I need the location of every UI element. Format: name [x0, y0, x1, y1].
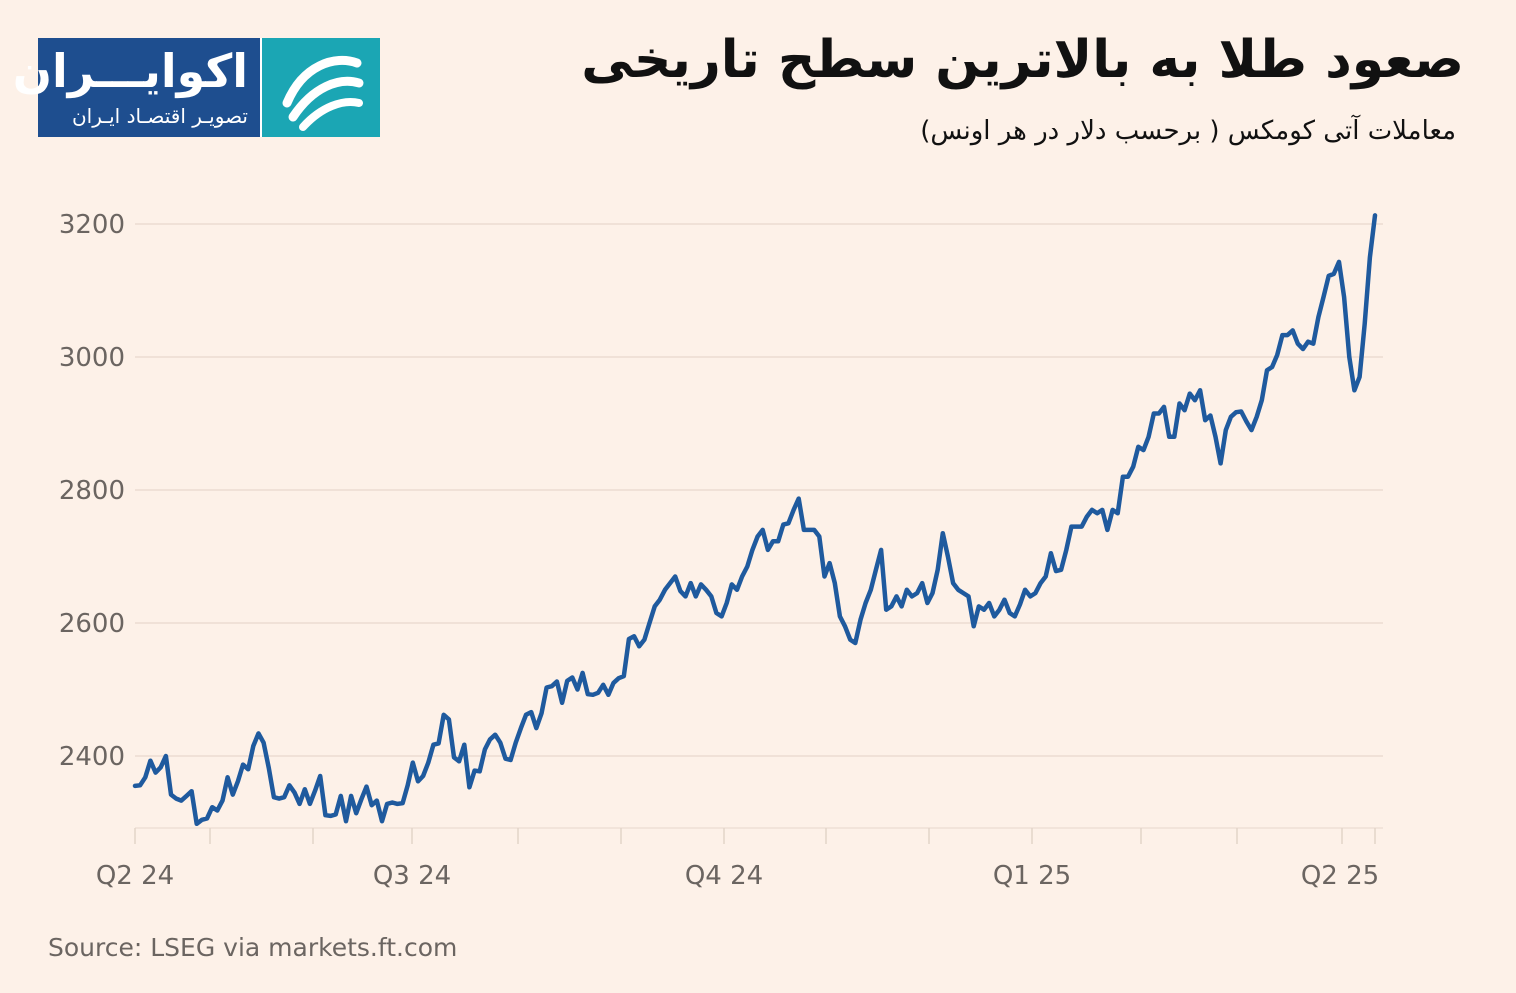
x-tick-label: Q3 24 — [373, 861, 451, 891]
source-note: Source: LSEG via markets.ft.com — [48, 933, 458, 962]
swoosh-icon — [262, 38, 380, 137]
logo-tagline: تصویـر اقتصـاد ایـران — [71, 104, 248, 128]
y-axis-ticks: 2400 2600 2800 3000 3200 — [59, 210, 125, 772]
y-tick-label: 3000 — [59, 343, 125, 373]
x-tick-label: Q2 24 — [96, 861, 174, 891]
logo-divider — [260, 38, 262, 137]
series-line — [132, 213, 1378, 827]
y-tick-label: 2400 — [59, 742, 125, 772]
y-tick-label: 2600 — [59, 609, 125, 639]
x-axis-ticks: Q2 24 Q3 24 Q4 24 Q1 25 Q2 25 — [96, 861, 1379, 891]
logo-wordmark: اکوایـــران تصویـر اقتصـاد ایـران — [13, 38, 260, 137]
x-tick-label: Q2 25 — [1301, 861, 1379, 891]
y-tick-label: 3200 — [59, 210, 125, 240]
page-subtitle: معاملات آتی کومکس ( برحسب دلار در هر اون… — [920, 116, 1456, 146]
page-title: صعود طلا به بالاترین سطح تاریخی — [581, 30, 1464, 90]
y-tick-label: 2800 — [59, 476, 125, 506]
grid-lines — [134, 223, 1383, 844]
logo: اکوایـــران تصویـر اقتصـاد ایـران — [13, 38, 380, 137]
x-tick-label: Q4 24 — [685, 861, 763, 891]
x-tick-label: Q1 25 — [993, 861, 1071, 891]
logo-name: اکوایـــران — [12, 44, 248, 98]
